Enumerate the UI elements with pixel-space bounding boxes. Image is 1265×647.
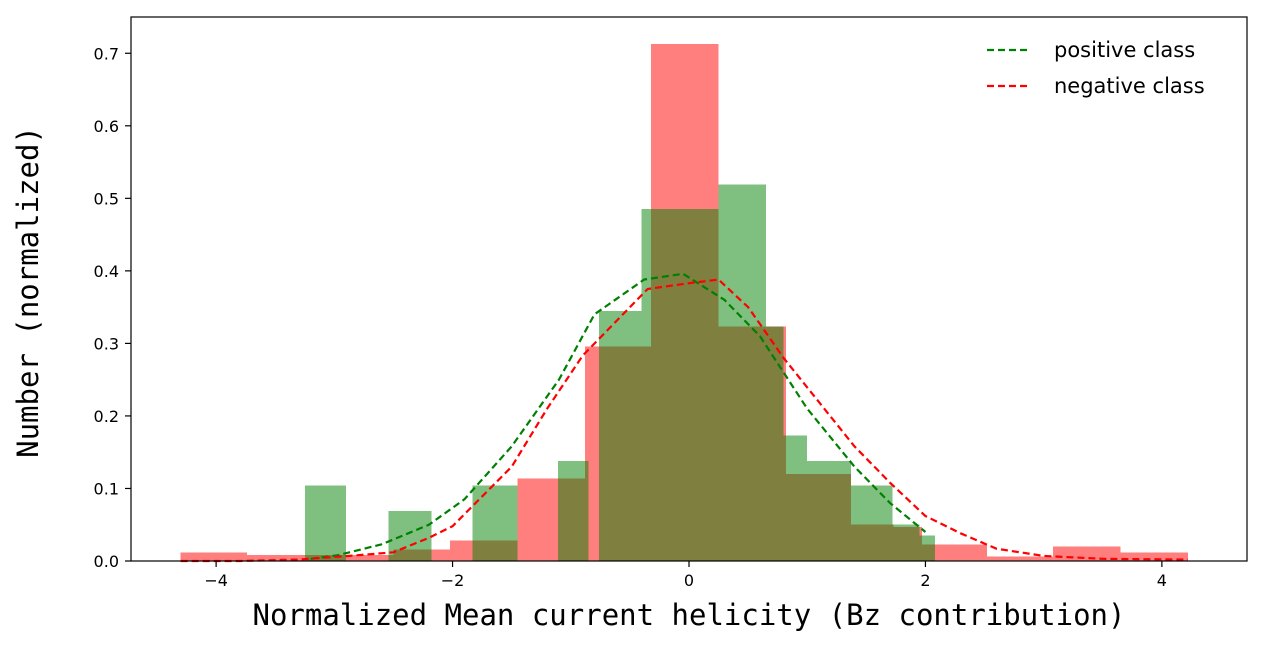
negative-class-bar bbox=[584, 346, 601, 561]
y-tick-label: 0.2 bbox=[94, 407, 119, 426]
positive-class-bars bbox=[304, 184, 935, 562]
x-tick-label: −4 bbox=[204, 571, 228, 590]
y-axis-label: Number (normalized) bbox=[11, 126, 45, 458]
positive-class-bar bbox=[599, 310, 642, 561]
x-axis-label: Normalized Mean current helicity (Bz con… bbox=[253, 598, 1126, 632]
legend-positive-label: positive class bbox=[1054, 38, 1195, 62]
positive-class-bar bbox=[783, 435, 808, 561]
legend-negative-label: negative class bbox=[1054, 74, 1205, 98]
positive-class-bar bbox=[718, 184, 766, 562]
x-tick-label: 4 bbox=[1157, 571, 1167, 590]
negative-class-bar bbox=[986, 556, 1054, 561]
positive-class-bar bbox=[557, 460, 589, 561]
negative-class-bar bbox=[361, 555, 394, 561]
positive-class-bar bbox=[472, 485, 518, 561]
x-axis-ticks: −4 −2 0 2 4 bbox=[204, 561, 1167, 590]
positive-class-bar bbox=[850, 485, 893, 561]
x-tick-label: 2 bbox=[920, 571, 930, 590]
negative-class-bar bbox=[517, 478, 557, 561]
negative-class-curve bbox=[180, 278, 1188, 563]
y-tick-label: 0.4 bbox=[94, 262, 119, 281]
negative-class-bar bbox=[450, 540, 473, 561]
positive-class-bar bbox=[641, 209, 719, 561]
y-tick-label: 0.7 bbox=[94, 44, 119, 63]
positive-class-bar bbox=[807, 460, 851, 561]
positive-class-bar bbox=[388, 510, 432, 561]
positive-class-bar bbox=[892, 524, 920, 561]
y-tick-label: 0.5 bbox=[94, 189, 119, 208]
positive-class-bar bbox=[919, 535, 935, 561]
y-tick-label: 0.1 bbox=[94, 479, 119, 498]
negative-class-bar bbox=[180, 552, 247, 561]
density-curves bbox=[180, 272, 1188, 563]
negative-class-bar bbox=[934, 544, 987, 561]
y-tick-label: 0.6 bbox=[94, 117, 119, 136]
negative-class-bar bbox=[246, 555, 303, 561]
x-tick-label: 0 bbox=[684, 571, 694, 590]
positive-class-curve bbox=[310, 272, 927, 560]
y-tick-label: 0.0 bbox=[94, 552, 119, 571]
y-axis-ticks: 0.0 0.1 0.2 0.3 0.4 0.5 0.6 0.7 bbox=[94, 44, 131, 571]
x-tick-label: −2 bbox=[441, 571, 465, 590]
negative-class-bar bbox=[1120, 552, 1188, 561]
negative-class-bar bbox=[428, 549, 451, 561]
positive-class-bar bbox=[765, 326, 784, 561]
y-tick-label: 0.3 bbox=[94, 334, 119, 353]
positive-class-bar bbox=[304, 485, 347, 561]
legend: positive class negative class bbox=[987, 38, 1205, 98]
